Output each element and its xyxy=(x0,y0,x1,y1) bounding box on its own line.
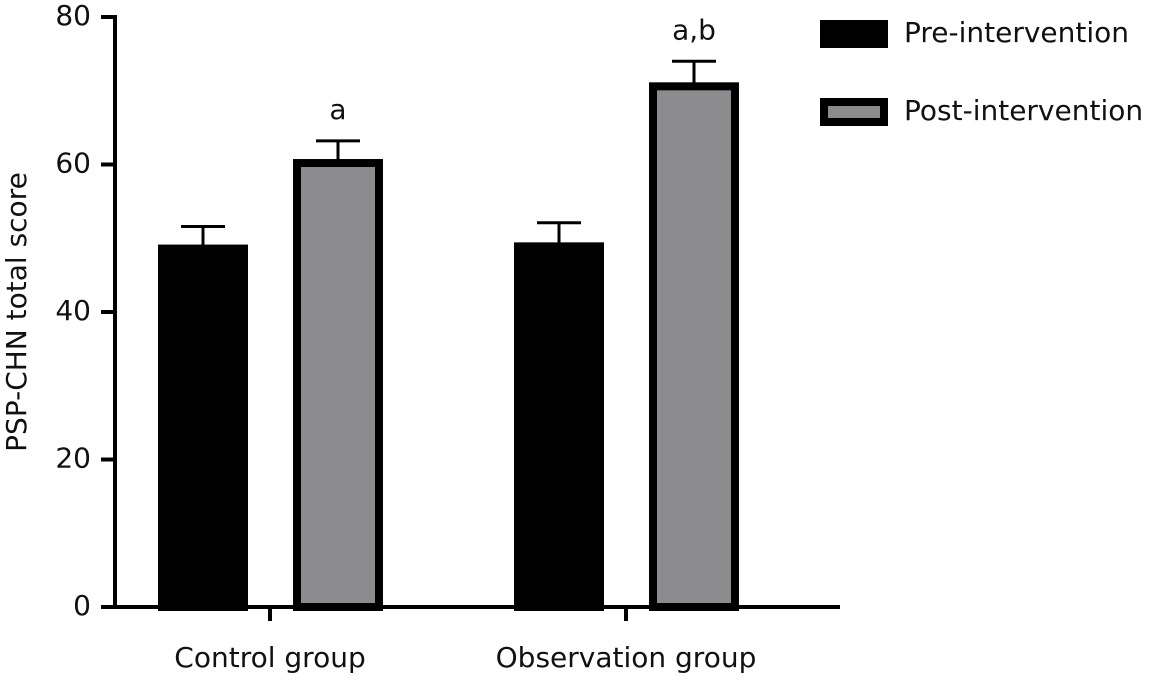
bar xyxy=(514,242,604,612)
y-tick-label: 80 xyxy=(55,0,91,32)
annotation: a xyxy=(329,93,346,126)
bar xyxy=(649,82,739,611)
legend-label: Pre-intervention xyxy=(904,16,1129,49)
y-tick-label: 40 xyxy=(55,294,91,327)
legend-label: Post-intervention xyxy=(904,94,1143,127)
annotation: a,b xyxy=(672,13,716,46)
bar xyxy=(293,159,383,611)
y-tick-label: 0 xyxy=(73,589,91,622)
y-tick-label: 20 xyxy=(55,442,91,475)
y-axis-label: PSP-CHN total score xyxy=(0,172,33,452)
x-tick-label: Control group xyxy=(174,641,365,674)
x-tick-label: Observation group xyxy=(496,641,757,674)
y-tick-label: 60 xyxy=(55,147,91,180)
bar xyxy=(158,244,248,611)
legend-swatch xyxy=(820,20,888,48)
legend-swatch xyxy=(820,98,888,126)
